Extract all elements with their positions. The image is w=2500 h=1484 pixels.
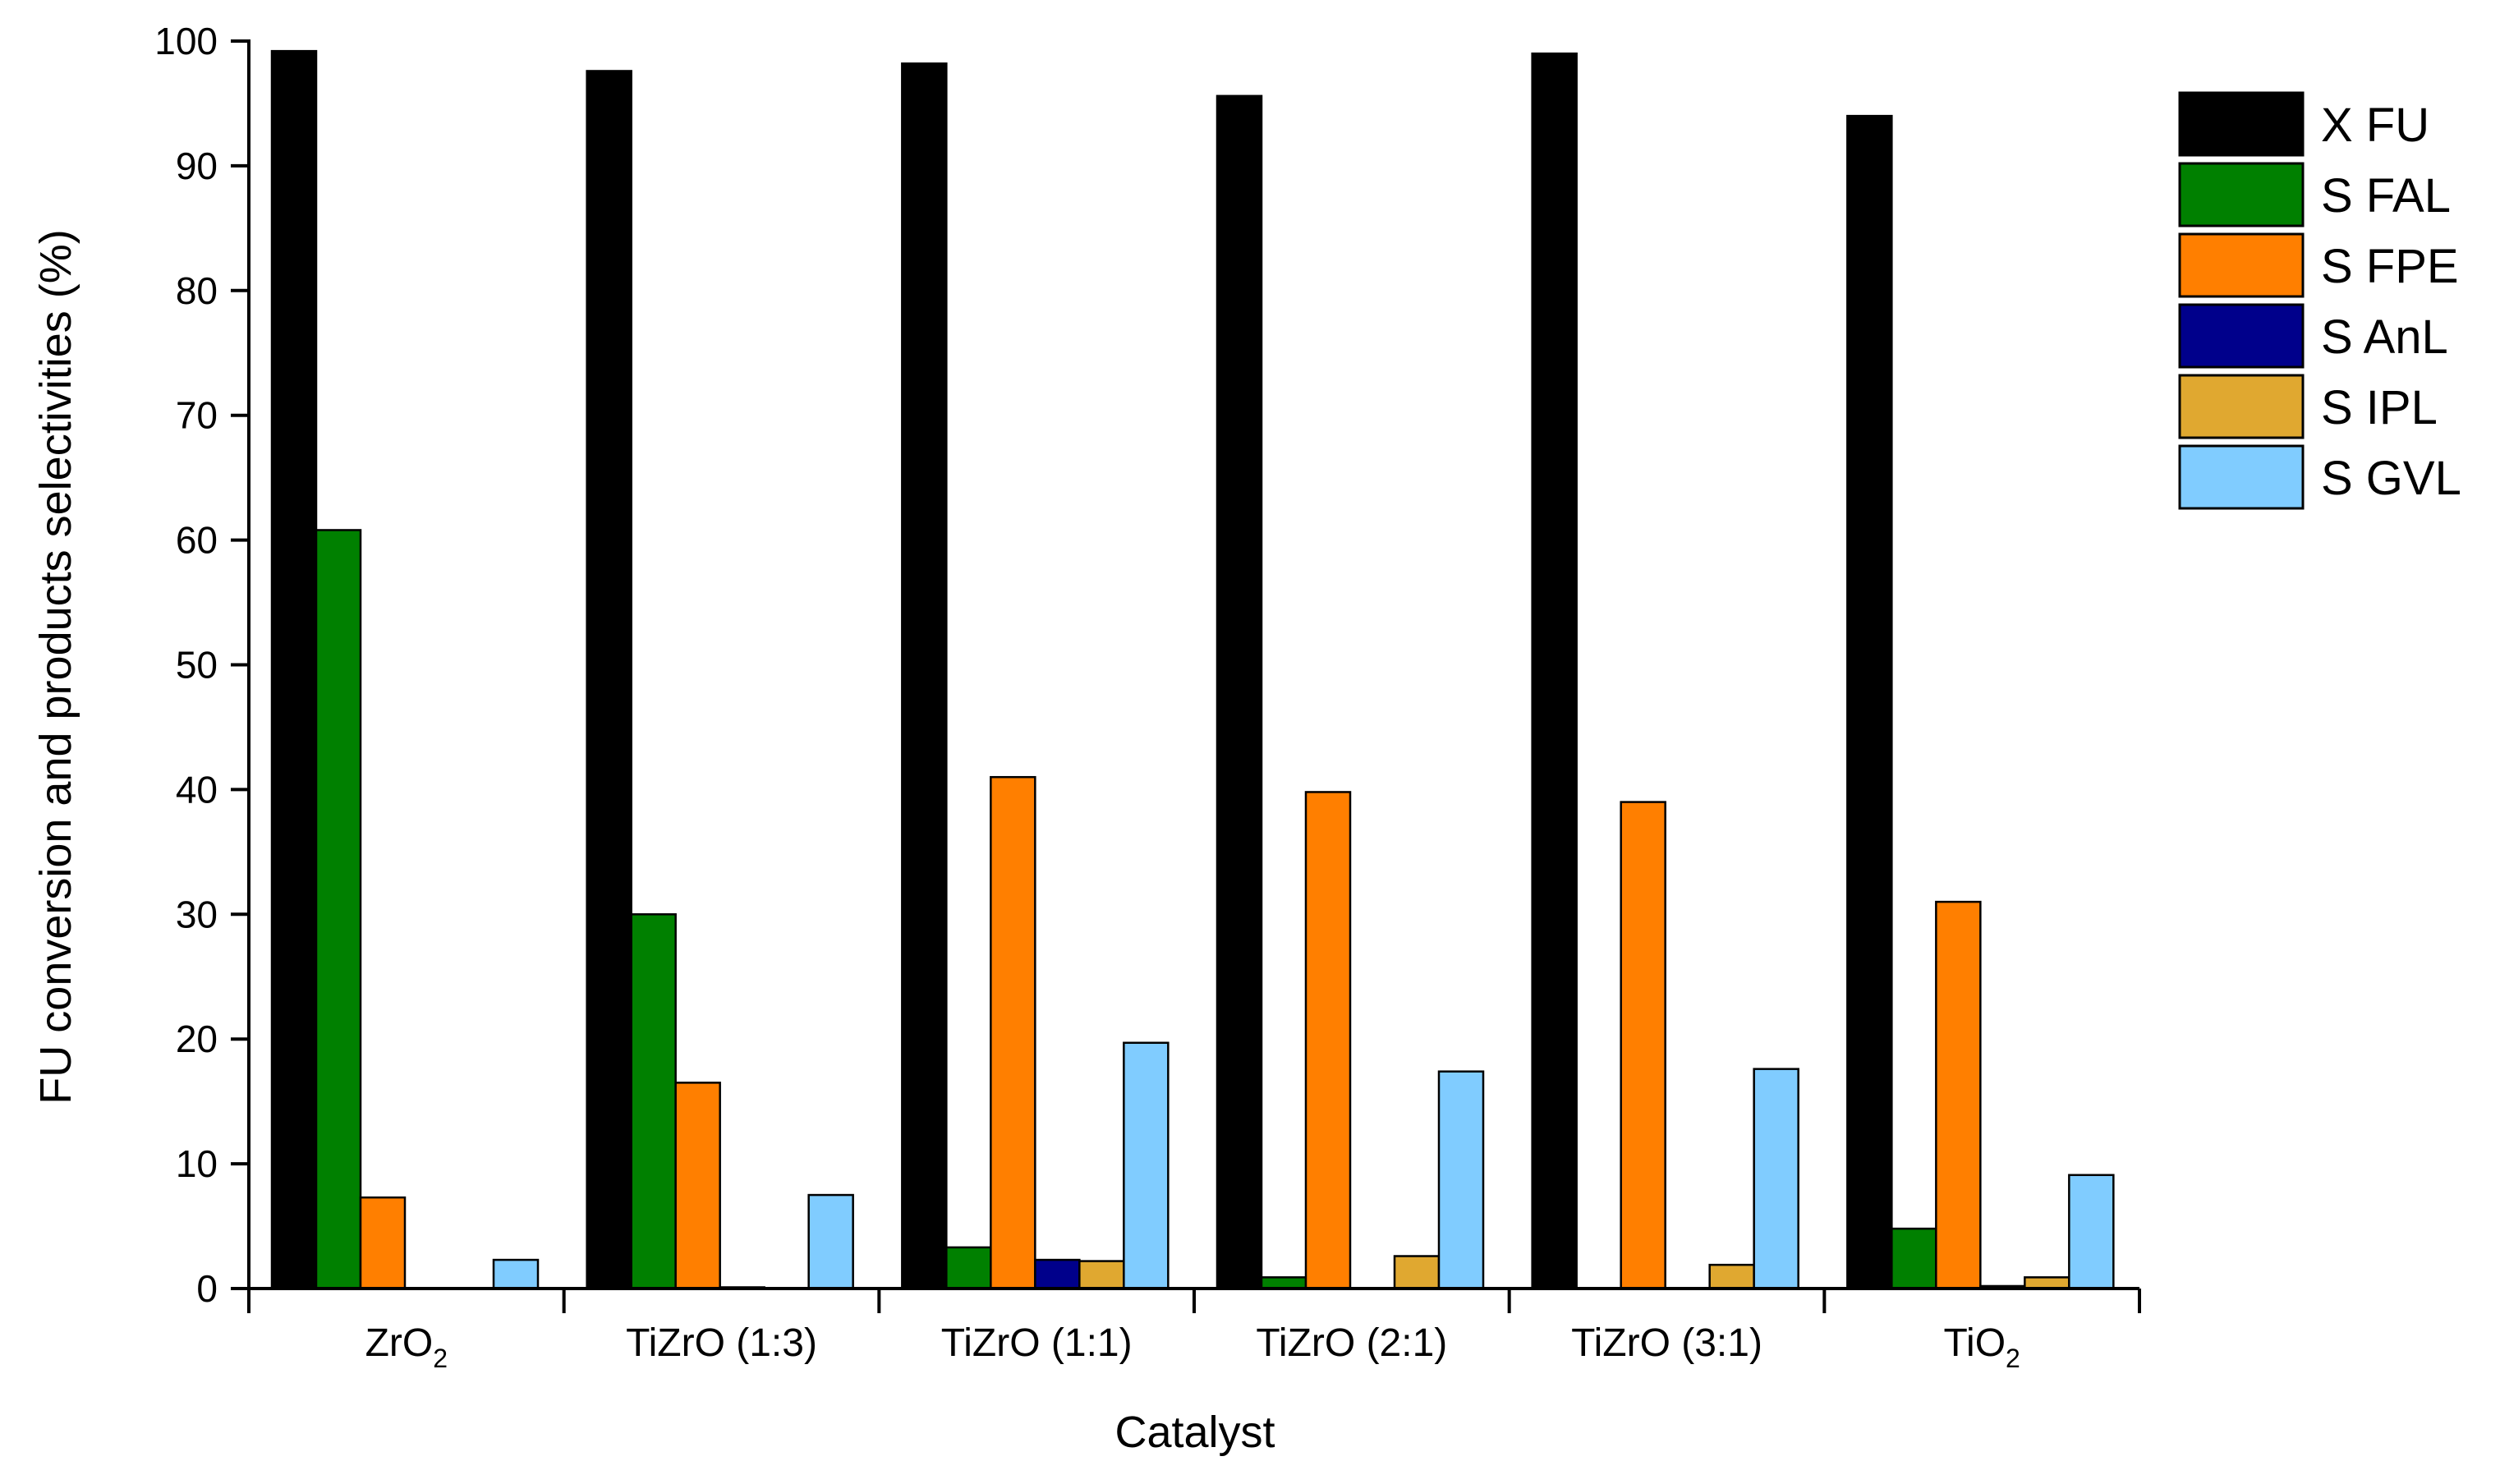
x-tick-label-text: TiZrO (3:1)	[1571, 1321, 1762, 1365]
bar-s-ipl-3	[1393, 1255, 1441, 1290]
bar-s-fpe-5	[1935, 900, 1982, 1290]
bar-x-fu-4	[1531, 52, 1578, 1290]
bar-s-fal-3	[1260, 1276, 1307, 1290]
y-tick-label: 90	[176, 145, 218, 187]
legend-item: S FAL	[2178, 162, 2451, 227]
legend-item: S FPE	[2178, 232, 2459, 298]
x-tick-label-text: ZrO	[365, 1321, 434, 1365]
x-tick-label-subscript: 2	[433, 1344, 448, 1373]
legend-label: S GVL	[2321, 452, 2461, 505]
legend-swatch	[2178, 303, 2305, 369]
x-tick-label-text: TiZrO (1:3)	[626, 1321, 817, 1365]
bar-x-fu-5	[1846, 114, 1893, 1290]
x-tick-label: TiZrO (2:1)	[1256, 1321, 1447, 1365]
y-axis: 0 10 20 30 40 50 60 70 80 90 100	[154, 20, 250, 1310]
bar-x-fu-3	[1216, 94, 1263, 1290]
bar-s-gvl-2	[1123, 1041, 1170, 1290]
bar-s-gvl-1	[807, 1193, 854, 1290]
legend-swatch	[2178, 91, 2305, 157]
bar-s-anl-2	[1034, 1258, 1081, 1290]
y-tick-label: 50	[176, 644, 218, 687]
y-tick-label: 10	[176, 1142, 218, 1185]
legend-item: S GVL	[2178, 444, 2461, 510]
x-tick-label: TiO2	[1943, 1321, 2020, 1373]
bar-s-ipl-4	[1708, 1263, 1755, 1290]
bar-s-fpe-3	[1304, 791, 1352, 1290]
legend-swatch	[2178, 444, 2305, 510]
bar-s-fal-2	[945, 1246, 992, 1290]
legend-label: S FAL	[2321, 169, 2451, 223]
legend-label: X FU	[2321, 99, 2429, 152]
bar-s-gvl-5	[2068, 1174, 2115, 1290]
legend-label: S FPE	[2321, 240, 2459, 293]
legend-item: S AnL	[2178, 303, 2448, 369]
y-tick-label: 20	[176, 1018, 218, 1060]
legend-label: S AnL	[2321, 310, 2448, 364]
x-tick-label: TiZrO (1:1)	[941, 1321, 1133, 1365]
x-tick-label-text: TiZrO (1:1)	[941, 1321, 1133, 1365]
bar-x-fu-1	[586, 70, 632, 1290]
y-tick-label: 60	[176, 519, 218, 562]
bar-s-gvl-0	[492, 1258, 540, 1290]
bar-s-ipl-2	[1078, 1260, 1125, 1290]
bar-s-fpe-1	[674, 1082, 721, 1290]
y-tick-label: 0	[196, 1267, 218, 1310]
bar-s-fpe-0	[359, 1196, 407, 1290]
x-tick-label-text: TiO	[1943, 1321, 2006, 1365]
legend-label: S IPL	[2321, 381, 2438, 434]
bar-x-fu-0	[270, 49, 318, 1290]
x-tick-label-subscript: 2	[2006, 1344, 2020, 1373]
bar-s-fpe-4	[1620, 801, 1666, 1290]
legend-swatch	[2178, 374, 2305, 439]
bar-s-gvl-3	[1437, 1070, 1485, 1290]
legend: X FU S FAL S FPE S AnL S IPL S GVL	[2178, 91, 2461, 510]
bar-s-gvl-4	[1753, 1068, 1799, 1290]
bar-s-fpe-2	[990, 775, 1036, 1290]
bar-s-fal-5	[1891, 1227, 1937, 1290]
legend-item: S IPL	[2178, 374, 2438, 439]
y-tick-label: 80	[176, 269, 218, 312]
y-tick-label: 100	[154, 20, 218, 62]
legend-swatch	[2178, 232, 2305, 298]
x-axis-title: Catalyst	[1114, 1408, 1275, 1457]
legend-swatch	[2178, 162, 2305, 227]
bar-s-fal-1	[630, 913, 677, 1290]
y-tick-label: 70	[176, 394, 218, 437]
x-axis: ZrO2 TiZrO (1:3) TiZrO (1:1) TiZrO (2:1) TiZ…	[247, 1287, 2141, 1373]
y-tick-label: 40	[176, 768, 218, 811]
bar-s-ipl-5	[2024, 1276, 2070, 1290]
x-tick-label-text: TiZrO (2:1)	[1256, 1321, 1447, 1365]
y-axis-title: FU conversion and products selectivities…	[31, 229, 80, 1104]
legend-item: X FU	[2178, 91, 2429, 157]
bar-x-fu-2	[901, 62, 948, 1290]
x-tick-label: TiZrO (1:3)	[626, 1321, 817, 1365]
x-tick-label: ZrO2	[365, 1321, 448, 1373]
y-tick-label: 30	[176, 893, 218, 935]
x-tick-label: TiZrO (3:1)	[1571, 1321, 1762, 1365]
bar-s-fal-0	[315, 529, 362, 1290]
plot-bars	[270, 49, 2115, 1290]
